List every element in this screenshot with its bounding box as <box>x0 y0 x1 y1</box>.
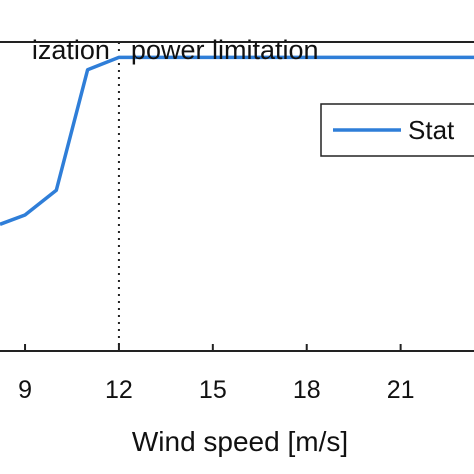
plot-area: 9 12 15 18 21 ization power limitation Stat <box>0 35 474 404</box>
x-tick-labels: 9 12 15 18 21 <box>18 376 414 404</box>
x-tick-label-12: 12 <box>105 376 133 404</box>
legend: Stat <box>320 103 474 157</box>
region-label-right: power limitation <box>131 35 319 65</box>
x-tick-label-15: 15 <box>199 376 227 404</box>
x-axis-title: Wind speed [m/s] <box>132 426 348 457</box>
x-tick-label-21: 21 <box>387 376 415 404</box>
region-label-left: ization <box>32 35 110 65</box>
x-ticks <box>24 344 402 351</box>
x-tick-label-9: 9 <box>18 376 32 404</box>
series-line-stat <box>0 55 474 226</box>
x-tick-label-18: 18 <box>293 376 321 404</box>
legend-label-stat: Stat <box>408 115 455 145</box>
